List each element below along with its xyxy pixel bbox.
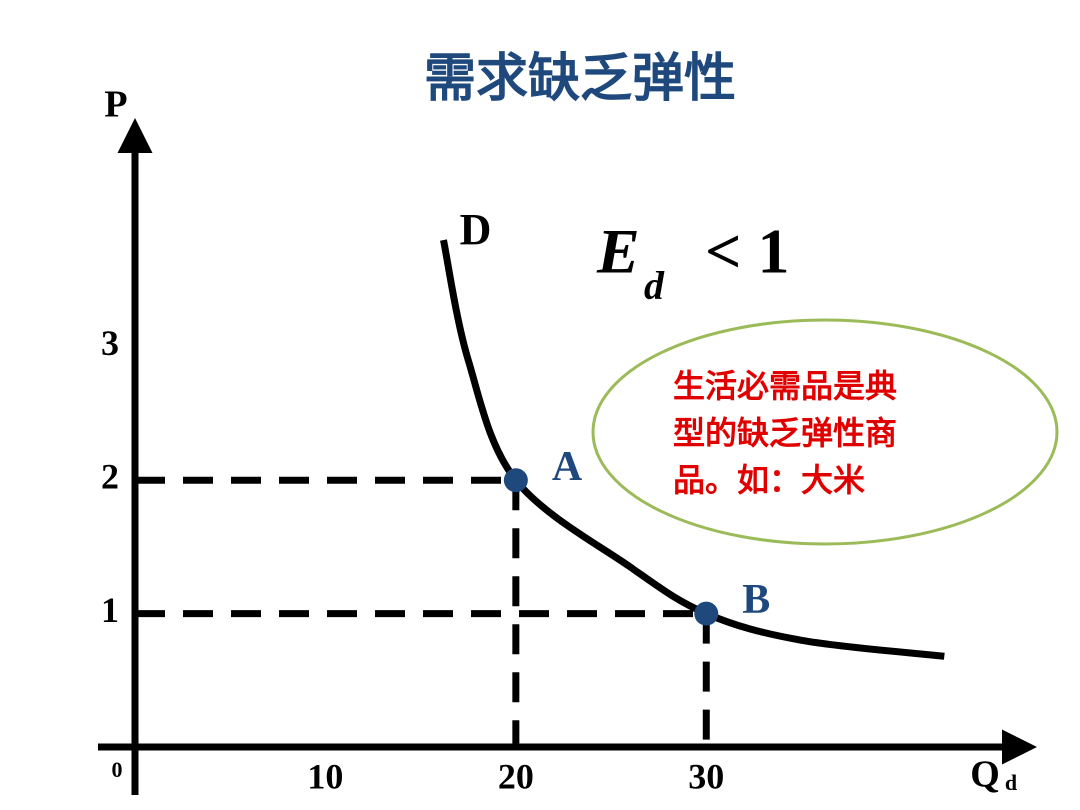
curve-label: D bbox=[460, 205, 492, 254]
point-label: B bbox=[742, 577, 770, 623]
origin-label: 0 bbox=[112, 757, 123, 782]
formula-symbol: E bbox=[596, 216, 640, 287]
chart-title: 需求缺乏弹性 bbox=[424, 49, 736, 109]
formula-relation: < 1 bbox=[705, 216, 789, 287]
formula: E d < 1 bbox=[596, 216, 789, 309]
x-axis-label-subscript: d bbox=[1005, 770, 1017, 795]
y-tick-label: 3 bbox=[101, 323, 119, 363]
point bbox=[694, 601, 719, 626]
y-tick-label: 1 bbox=[101, 590, 119, 630]
point bbox=[503, 468, 528, 493]
y-axis-label: P bbox=[104, 84, 127, 126]
point-label: A bbox=[552, 444, 583, 490]
x-tick-label: 10 bbox=[307, 756, 343, 796]
x-tick-label: 30 bbox=[688, 756, 724, 796]
formula-subscript: d bbox=[644, 263, 665, 308]
y-tick-label: 2 bbox=[101, 456, 119, 496]
note-line: 生活必需品是典 bbox=[673, 367, 897, 405]
x-axis-label: Q bbox=[970, 754, 1000, 796]
note-line: 型的缺乏弹性商 bbox=[673, 414, 897, 452]
note-ellipse bbox=[591, 318, 1059, 546]
demand-curve bbox=[440, 239, 945, 660]
x-tick-label: 20 bbox=[498, 756, 534, 796]
note-line: 品。如：大米 bbox=[673, 461, 865, 499]
